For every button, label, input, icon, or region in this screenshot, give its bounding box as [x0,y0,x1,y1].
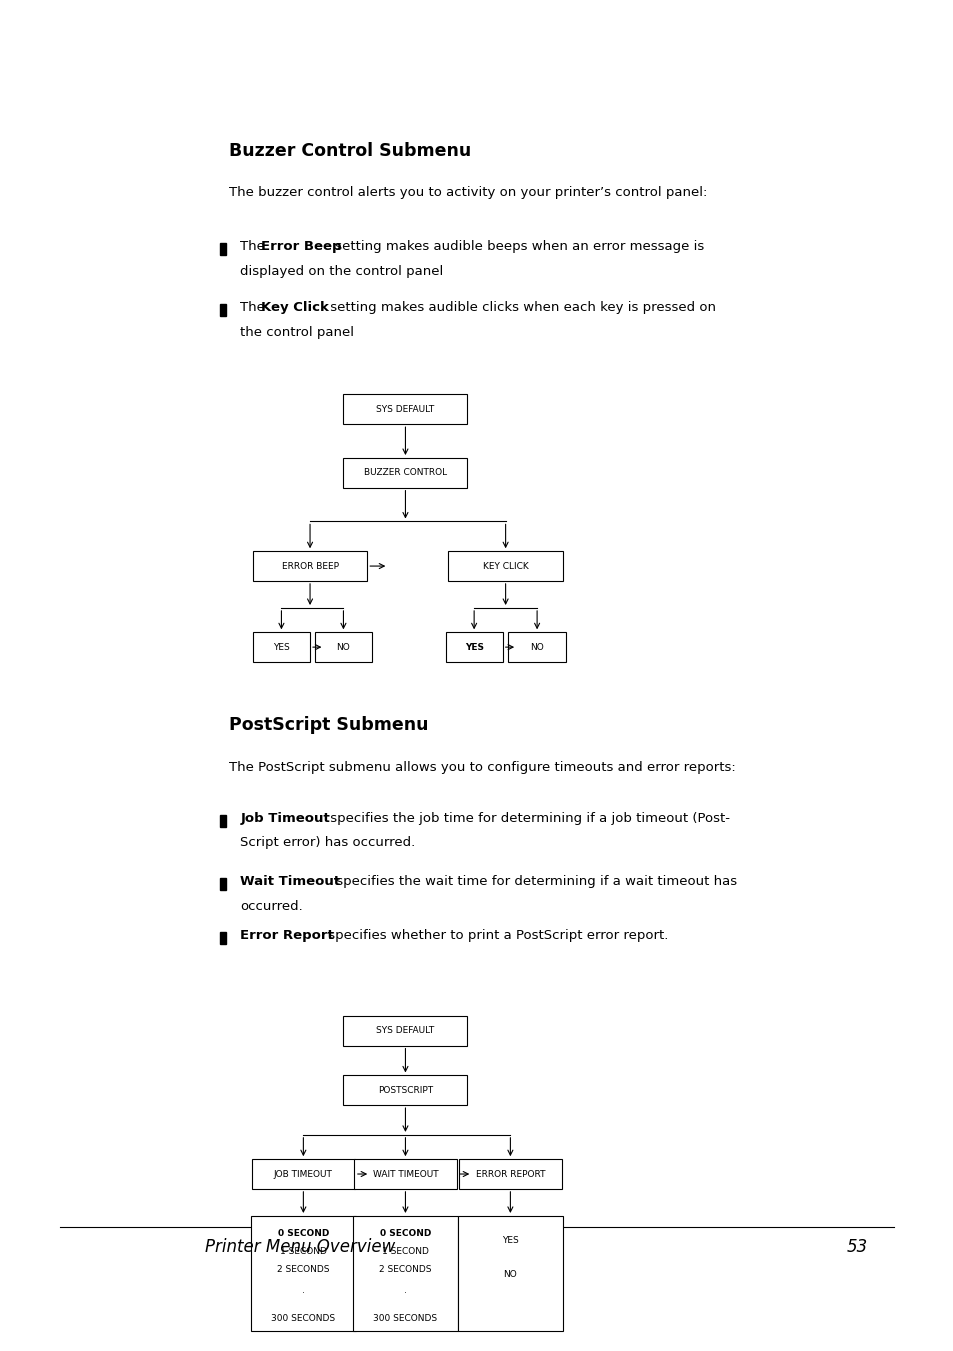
Bar [220,304,225,316]
Text: JOB TIMEOUT: JOB TIMEOUT [274,1170,333,1178]
Bar [220,932,225,944]
Text: setting makes audible clicks when each key is pressed on: setting makes audible clicks when each k… [326,301,716,315]
Text: Error Beep: Error Beep [261,240,341,254]
Text: 2 SECONDS: 2 SECONDS [378,1265,432,1274]
Text: 2 SECONDS: 2 SECONDS [276,1265,330,1274]
Text: SYS DEFAULT: SYS DEFAULT [375,405,435,413]
Text: SYS DEFAULT: SYS DEFAULT [375,1027,435,1035]
FancyBboxPatch shape [354,1159,456,1189]
Text: 1 SECOND: 1 SECOND [381,1247,429,1256]
Text: .: . [403,1286,407,1294]
FancyBboxPatch shape [457,1216,562,1331]
Text: KEY CLICK: KEY CLICK [482,562,528,570]
Text: The PostScript submenu allows you to configure timeouts and error reports:: The PostScript submenu allows you to con… [229,761,735,774]
Text: occurred.: occurred. [240,900,303,913]
Text: .: . [301,1286,305,1294]
Text: 300 SECONDS: 300 SECONDS [373,1313,437,1323]
FancyBboxPatch shape [251,1216,355,1331]
FancyBboxPatch shape [353,1216,457,1331]
Text: 0 SECOND: 0 SECOND [277,1229,329,1239]
FancyBboxPatch shape [253,551,367,581]
FancyBboxPatch shape [252,1159,355,1189]
Text: Key Click: Key Click [261,301,329,315]
Text: NO: NO [530,643,543,651]
Text: YES: YES [273,643,290,651]
Text: ERROR REPORT: ERROR REPORT [476,1170,544,1178]
FancyBboxPatch shape [343,1016,467,1046]
Text: Wait Timeout: Wait Timeout [240,875,340,889]
Text: POSTSCRIPT: POSTSCRIPT [377,1086,433,1094]
Text: YES: YES [501,1236,518,1246]
Text: specifies the job time for determining if a job timeout (Post-: specifies the job time for determining i… [326,812,729,825]
Text: Script error) has occurred.: Script error) has occurred. [240,836,416,850]
FancyBboxPatch shape [253,632,310,662]
Text: PostScript Submenu: PostScript Submenu [229,716,428,734]
Text: Job Timeout: Job Timeout [240,812,330,825]
Text: The: The [240,240,270,254]
Bar [220,815,225,827]
Text: displayed on the control panel: displayed on the control panel [240,265,443,278]
Bar [220,243,225,255]
Text: Buzzer Control Submenu: Buzzer Control Submenu [229,142,471,159]
FancyBboxPatch shape [314,632,372,662]
Text: Error Report: Error Report [240,929,334,943]
Text: WAIT TIMEOUT: WAIT TIMEOUT [373,1170,437,1178]
Text: BUZZER CONTROL: BUZZER CONTROL [363,469,447,477]
Text: 1 SECOND: 1 SECOND [279,1247,327,1256]
Bar [220,878,225,890]
FancyBboxPatch shape [445,632,502,662]
Text: 300 SECONDS: 300 SECONDS [271,1313,335,1323]
FancyBboxPatch shape [343,1075,467,1105]
FancyBboxPatch shape [458,1159,561,1189]
FancyBboxPatch shape [343,394,467,424]
Text: specifies whether to print a PostScript error report.: specifies whether to print a PostScript … [324,929,668,943]
Text: The buzzer control alerts you to activity on your printer’s control panel:: The buzzer control alerts you to activit… [229,186,706,200]
Text: specifies the wait time for determining if a wait timeout has: specifies the wait time for determining … [332,875,737,889]
FancyBboxPatch shape [343,458,467,488]
Text: setting makes audible beeps when an error message is: setting makes audible beeps when an erro… [331,240,703,254]
Text: Printer Menu Overview: Printer Menu Overview [205,1238,395,1255]
Text: 53: 53 [846,1238,867,1255]
Text: YES: YES [464,643,483,651]
Text: NO: NO [336,643,350,651]
FancyBboxPatch shape [508,632,565,662]
Text: ERROR BEEP: ERROR BEEP [281,562,338,570]
FancyBboxPatch shape [448,551,562,581]
Text: 0 SECOND: 0 SECOND [379,1229,431,1239]
Text: the control panel: the control panel [240,326,354,339]
Text: The: The [240,301,270,315]
Text: NO: NO [503,1270,517,1279]
